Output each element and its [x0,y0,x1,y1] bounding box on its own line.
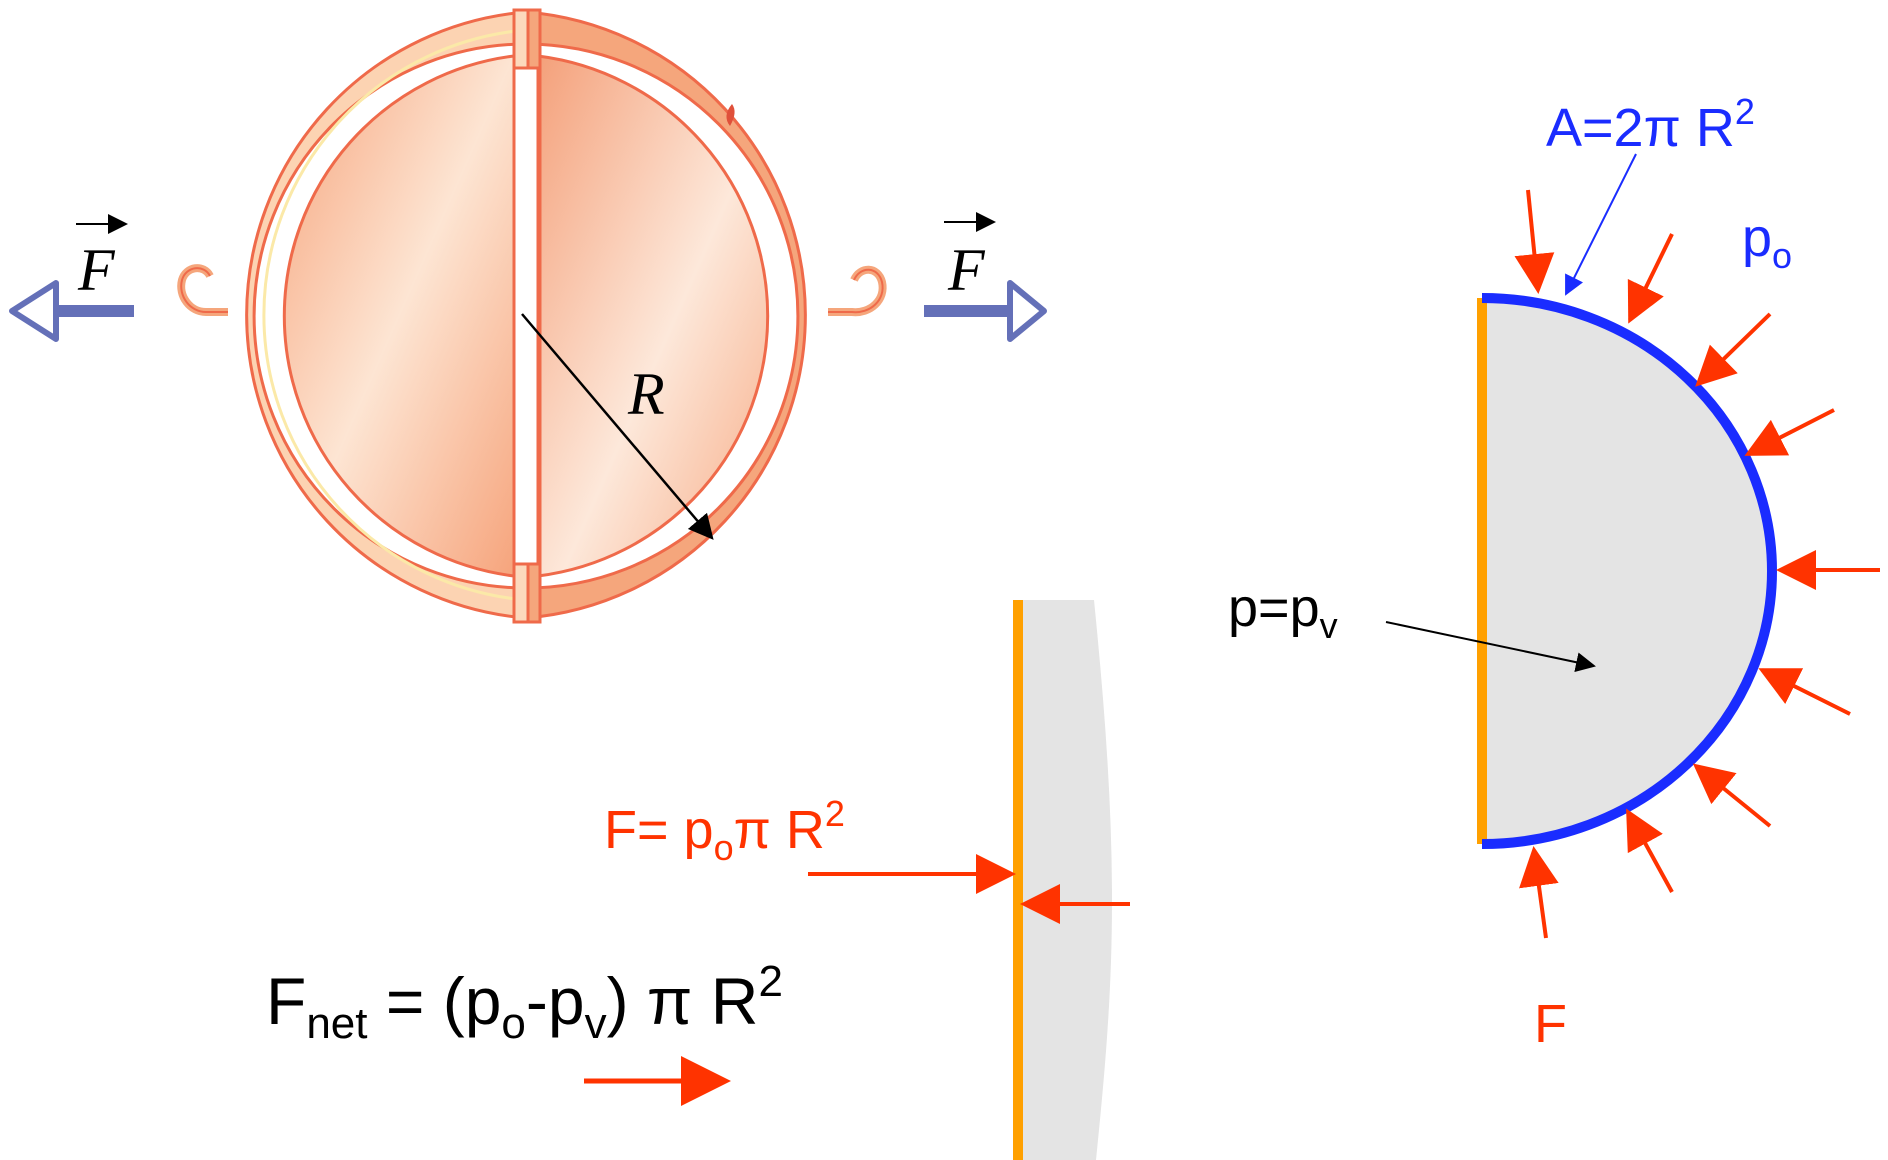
hemisphere-section: A=2π R2 po p=pv F [1228,91,1880,1054]
fluid-region [1018,600,1112,1160]
pressure-arrows [1514,189,1880,939]
plate-cross-section: F= poπ R2 [604,600,1130,1160]
right-hemisphere-face [536,54,770,578]
left-force-arrow [9,280,134,342]
plate-force-equation: F= poπ R2 [604,793,845,868]
curved-surface-area [1481,293,1777,849]
area-pointer [1565,153,1637,296]
section-force-label: F [1534,994,1567,1054]
net-force-equation: Fnet = (po-pv) π R2 [266,957,783,1106]
left-force-label: F [77,237,116,303]
outside-pressure-label: po [1742,208,1792,276]
magdeburg-hemispheres: R F F [9,8,1047,624]
hemisphere-interior [1482,298,1772,844]
inside-pressure-label: p=pv [1228,578,1338,646]
svg-text:Fnet = (po-pv) π R2: Fnet = (po-pv) π R2 [266,957,783,1048]
area-label: A=2π R2 [1546,91,1755,158]
inside-pressure-pointer [1385,621,1596,673]
radius-arrow [521,313,714,540]
radius-label: R [627,361,665,427]
right-force-arrow [924,280,1047,342]
right-force-label: F [947,237,986,303]
left-hemisphere-face [282,54,516,578]
